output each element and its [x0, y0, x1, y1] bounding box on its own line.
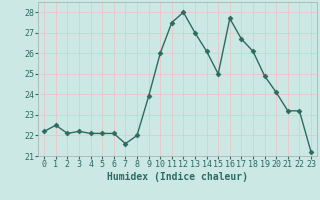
X-axis label: Humidex (Indice chaleur): Humidex (Indice chaleur)	[107, 172, 248, 182]
